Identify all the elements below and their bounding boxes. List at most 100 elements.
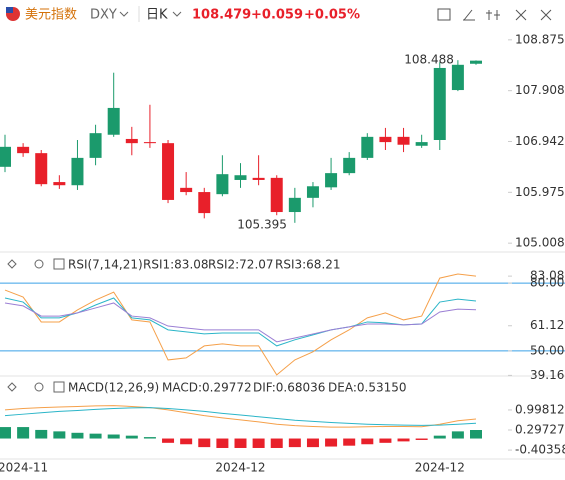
candle-body [71, 157, 84, 186]
collapse-icon[interactable] [7, 259, 17, 269]
macd-bar [470, 430, 482, 439]
high-label: 108.488 [404, 53, 454, 67]
candle-body [270, 177, 283, 213]
macd-bar [415, 438, 428, 440]
macd-bar [162, 438, 175, 443]
series-line [4, 273, 477, 376]
candle-body [198, 192, 211, 214]
candle-body [288, 197, 301, 213]
candle-body [17, 146, 30, 154]
settings-icon[interactable] [34, 382, 44, 392]
candle-body [397, 136, 410, 145]
legend-entry: RSI2:72.07 [208, 258, 274, 272]
candle-body [470, 60, 482, 64]
symbol[interactable]: DXY [90, 8, 117, 23]
candle-body [415, 142, 428, 146]
tool-fullscreen[interactable] [515, 9, 527, 21]
macd-bar [270, 438, 283, 448]
collapse-icon[interactable] [7, 382, 17, 392]
macd-bar [343, 438, 356, 446]
candle-body [306, 186, 319, 198]
macd-bar [89, 433, 102, 439]
candle-body [361, 136, 374, 158]
legend-entry: DEA:0.53150 [328, 381, 407, 395]
y-tick-label: 39.16 [530, 368, 564, 382]
legend-entry: DIF:0.68036 [253, 381, 325, 395]
y-tick-label: -0.40358 [515, 443, 565, 457]
y-tick-label: 83.08 [530, 269, 564, 283]
last-price: 108.479 [192, 8, 251, 23]
symbol-dropdown[interactable] [119, 11, 129, 17]
legend-entry: RSI3:68.21 [275, 258, 341, 272]
candle-body [143, 142, 156, 144]
candle-body [107, 107, 120, 135]
candle-body [343, 157, 356, 174]
candle-body [433, 67, 446, 140]
candle-body [35, 153, 48, 185]
macd-bar [180, 438, 193, 445]
candle-body [53, 182, 66, 186]
candle-body [180, 187, 193, 193]
macd-bar [107, 434, 120, 439]
macd-bar [433, 435, 446, 439]
macd-bar [0, 427, 11, 439]
flag-canton [6, 7, 13, 13]
candle-body [234, 175, 247, 180]
macd-bar [17, 427, 30, 439]
rsi-title: RSI(7,14,21) [68, 258, 143, 272]
y-tick-label: 108.875 [515, 32, 565, 46]
x-tick-label: 2024-12 [415, 461, 465, 475]
x-tick-label: 2024-12 [215, 461, 265, 475]
macd-bar [53, 431, 66, 439]
index-name: 美元指数 [25, 8, 77, 23]
macd-bar [451, 431, 464, 439]
macd-bar [288, 438, 301, 448]
legend-entry: RSI1:83.08 [143, 258, 209, 272]
tool-close[interactable] [540, 9, 552, 21]
add-icon[interactable] [53, 381, 65, 393]
x-tick-label: 2024-11 [0, 461, 48, 475]
candle-body [89, 133, 102, 158]
candle-body [162, 143, 175, 200]
macd-bar [234, 438, 247, 448]
tool-draw[interactable] [463, 9, 475, 21]
macd-bar [252, 438, 265, 448]
low-label: 105.395 [237, 217, 287, 231]
period-dropdown[interactable] [172, 11, 182, 17]
y-tick-label: 50.00 [530, 343, 564, 357]
add-icon[interactable] [53, 258, 65, 270]
macd-bar [143, 437, 156, 439]
y-tick-label: 80.00 [530, 276, 564, 290]
period[interactable]: 日K [146, 8, 168, 23]
candle-body [125, 138, 138, 144]
candle-body [451, 64, 464, 91]
macd-bar [379, 438, 392, 443]
series-line [4, 302, 477, 343]
y-tick-label: 105.975 [515, 185, 565, 199]
y-tick-label: 105.008 [515, 236, 565, 250]
series-line [4, 407, 477, 426]
y-tick-label: 0.29727 [515, 423, 565, 437]
series-line [4, 297, 477, 347]
tool-compare[interactable] [486, 10, 500, 20]
macd-bar [71, 432, 84, 439]
macd-bar [125, 435, 138, 439]
macd-bar [306, 438, 319, 448]
header: 美元指数 DXY 日K 108.479 +0.059 +0.05% [6, 6, 552, 23]
macd-title: MACD(12,26,9) [68, 381, 159, 395]
tool-indicator[interactable] [437, 8, 451, 21]
y-tick-label: 107.908 [515, 83, 565, 97]
series-line [4, 405, 477, 428]
change-pct: +0.05% [304, 8, 360, 23]
candle-body [0, 146, 11, 167]
macd-bar [216, 438, 229, 448]
macd-bar [397, 438, 410, 442]
macd-bar [198, 438, 211, 448]
change: +0.059 [251, 8, 303, 23]
legend-entry: MACD:0.29772 [162, 381, 252, 395]
macd-bar [325, 438, 338, 447]
settings-icon[interactable] [34, 259, 44, 269]
macd-bar [361, 438, 374, 445]
candle-body [216, 174, 229, 195]
